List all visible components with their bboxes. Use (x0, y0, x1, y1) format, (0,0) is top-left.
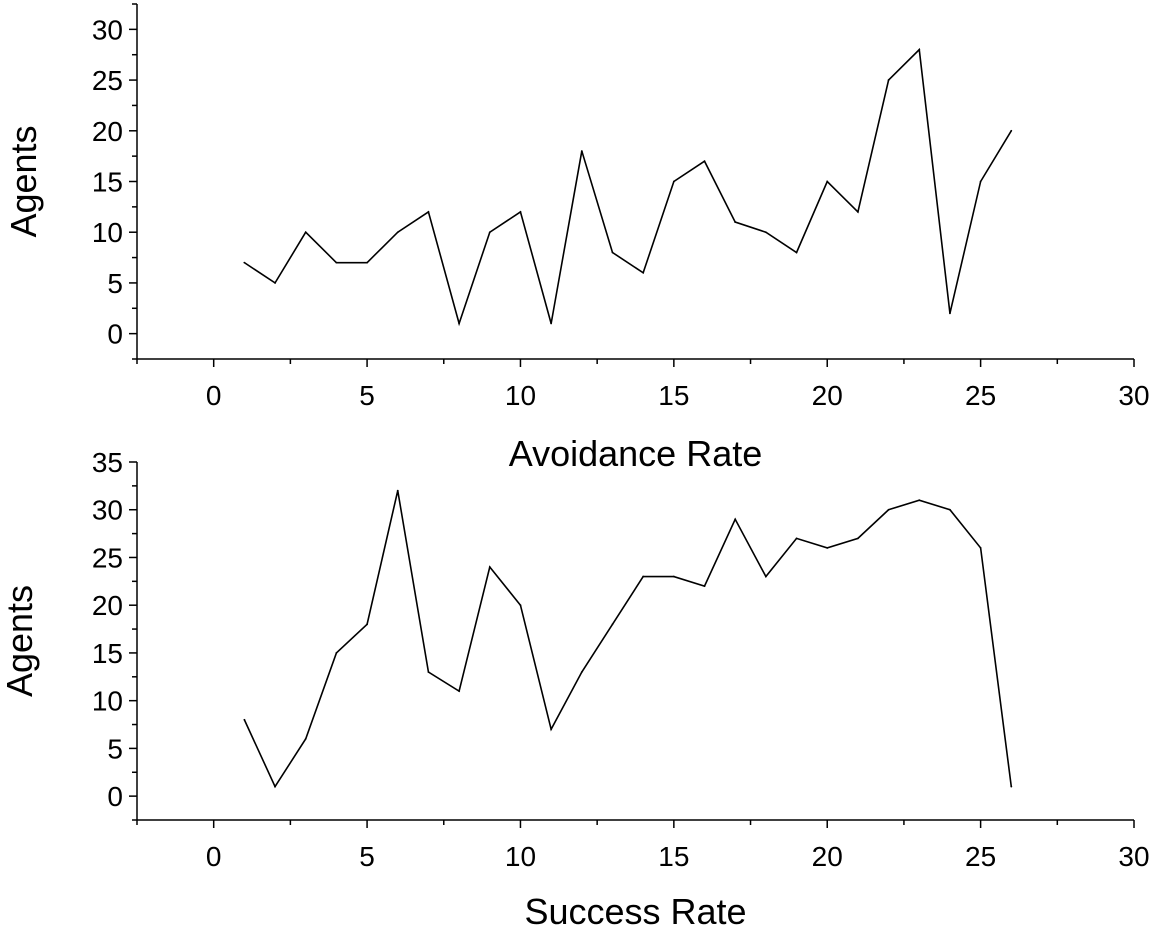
avoidance-data-point (427, 211, 430, 213)
avoidance-data-point (366, 261, 368, 264)
avoidance-data-point (519, 211, 522, 213)
success-data-point (918, 499, 921, 502)
success-x-axis-label: Success Rate (524, 891, 746, 929)
avoidance-data-point (1010, 129, 1013, 132)
success-data-point (550, 728, 553, 731)
success-data-point (366, 623, 368, 626)
avoidance-y-axis-label: Agents (3, 125, 44, 237)
success-series-line (243, 490, 1013, 789)
avoidance-data-point (918, 48, 921, 51)
avoidance-data-point (611, 251, 614, 254)
avoidance-data-point (734, 221, 737, 223)
success-data-point (642, 575, 645, 578)
success-data-point (519, 604, 522, 607)
avoidance-data-point (703, 160, 706, 163)
success-data-point (580, 671, 583, 673)
success-y-tick-label: 5 (107, 733, 123, 764)
avoidance-data-point (642, 271, 645, 274)
success-rate-panel: 0 5 10 15 20 25 30 0 5 10 15 20 25 30 35 Success Rate Ag… (0, 447, 1150, 929)
success-data-point (1010, 785, 1013, 788)
success-x-tick-label: 5 (359, 841, 375, 872)
avoidance-data-point (979, 180, 982, 183)
avoidance-data-point (304, 231, 307, 234)
success-data-point (703, 585, 706, 588)
success-data-point (335, 652, 338, 654)
success-data-point (274, 785, 276, 788)
avoidance-data-point (580, 150, 583, 152)
avoidance-data-point (396, 231, 399, 234)
avoidance-x-tick-label: 15 (658, 380, 689, 411)
avoidance-y-tick-label: 30 (92, 14, 123, 45)
avoidance-x-tick-label: 0 (206, 380, 222, 411)
success-data-point (857, 537, 859, 540)
avoidance-x-axis-label: Avoidance Rate (509, 433, 763, 474)
avoidance-data-point (857, 211, 859, 213)
success-x-tick-label: 10 (505, 841, 536, 872)
success-data-point (764, 575, 767, 578)
success-y-axis-label: Agents (0, 585, 40, 697)
avoidance-data-point (826, 180, 829, 183)
avoidance-data-point (335, 261, 338, 264)
success-data-point (396, 489, 399, 492)
avoidance-data-point (949, 312, 951, 315)
avoidance-x-tick-label: 20 (812, 380, 843, 411)
success-x-tick-label: 30 (1118, 841, 1149, 872)
success-data-point (427, 671, 430, 673)
avoidance-data-point (243, 261, 246, 264)
avoidance-series-line (243, 47, 1012, 327)
success-x-tick-label: 0 (206, 841, 222, 872)
avoidance-x-tick-label: 10 (505, 380, 536, 411)
avoidance-y-tick-label: 10 (92, 217, 123, 248)
avoidance-y-tick-label: 25 (92, 65, 123, 96)
avoidance-y-tick-label: 20 (92, 116, 123, 147)
success-x-tick-label: 20 (812, 841, 843, 872)
avoidance-data-point (274, 282, 276, 284)
success-data-point (611, 623, 614, 626)
avoidance-x-tick-label: 25 (965, 380, 996, 411)
success-data-point (458, 690, 461, 693)
avoidance-data-point (887, 79, 890, 81)
avoidance-x-tick-label: 5 (359, 380, 375, 411)
avoidance-data-point (672, 180, 675, 183)
avoidance-rate-panel: 0 5 10 15 20 25 30 0 5 10 15 20 25 30 Avoidance Rate Ag… (3, 3, 1150, 474)
success-y-tick-label: 25 (92, 542, 123, 573)
success-data-point (826, 547, 829, 549)
avoidance-y-tick-label: 0 (107, 319, 123, 350)
success-data-point (734, 518, 737, 521)
avoidance-data-point (550, 322, 553, 325)
success-data-point (672, 575, 675, 578)
success-y-tick-label: 30 (92, 495, 123, 526)
avoidance-y-tick-label: 15 (92, 167, 123, 198)
success-data-point (795, 537, 798, 540)
avoidance-x-tick-label: 30 (1118, 380, 1149, 411)
success-y-tick-label: 10 (92, 686, 123, 717)
success-y-tick-label: 0 (107, 781, 123, 812)
success-data-point (887, 508, 890, 511)
success-data-point (949, 508, 951, 511)
success-y-tick-label: 20 (92, 590, 123, 621)
success-x-tick-label: 15 (658, 841, 689, 872)
avoidance-data-point (458, 322, 461, 325)
success-data-point (304, 737, 307, 740)
success-y-tick-label: 35 (92, 447, 123, 478)
success-data-point (243, 718, 246, 721)
avoidance-data-point (795, 251, 798, 254)
avoidance-data-point (488, 231, 491, 234)
success-data-point (488, 566, 491, 568)
success-x-tick-label: 25 (965, 841, 996, 872)
success-y-tick-label: 15 (92, 638, 123, 669)
success-data-point (979, 547, 982, 549)
avoidance-y-tick-label: 5 (107, 268, 123, 299)
avoidance-data-point (764, 231, 767, 234)
